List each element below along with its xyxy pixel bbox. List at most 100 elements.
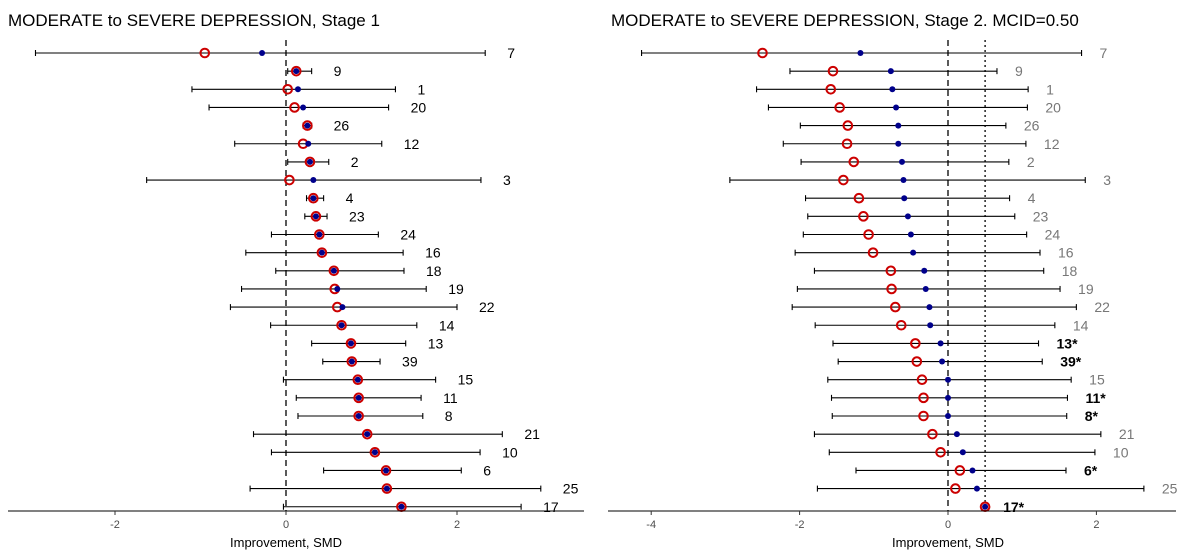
study-label: 22 (1094, 299, 1110, 315)
mean-marker (885, 265, 897, 277)
mean-marker (838, 174, 849, 186)
mean-marker (380, 465, 392, 476)
mean-marker (935, 447, 946, 458)
study-row: 21 (252, 426, 540, 442)
study-row: 18 (275, 263, 442, 279)
study-label: 16 (425, 245, 441, 261)
mean-marker (950, 483, 961, 494)
study-row: 26 (302, 118, 350, 134)
study-row: 2 (287, 154, 359, 170)
study-label: 39 (402, 354, 418, 370)
mean-marker (310, 211, 322, 222)
study-label: 8* (1085, 408, 1099, 424)
point-marker (383, 485, 390, 492)
study-row: 23 (304, 208, 365, 224)
study-row: 3 (729, 172, 1111, 188)
study-row: 17 (282, 499, 559, 515)
mean-marker (284, 174, 295, 186)
study-label: 26 (334, 118, 350, 134)
study-label: 11 (443, 390, 458, 406)
mean-marker (369, 447, 381, 458)
study-label: 20 (1045, 99, 1061, 115)
point-marker (318, 249, 325, 256)
point-marker (973, 485, 980, 492)
mean-marker (328, 265, 340, 277)
point-marker (893, 104, 900, 111)
study-row: 8* (831, 408, 1099, 424)
point-marker (907, 231, 914, 238)
study-row: 17* (979, 499, 1025, 515)
mean-marker (353, 410, 364, 422)
point-marker (364, 431, 371, 438)
study-label: 12 (1044, 136, 1060, 152)
mean-marker (381, 483, 393, 494)
point-marker (898, 158, 905, 165)
mean-marker (842, 120, 854, 131)
study-row: 12 (234, 136, 420, 152)
mean-marker (282, 84, 294, 95)
study-row: 8 (297, 408, 453, 424)
mean-marker (910, 338, 921, 349)
study-row: 4 (804, 190, 1036, 206)
study-row: 11* (830, 390, 1106, 406)
mean-marker (848, 156, 860, 168)
mean-marker (834, 102, 845, 113)
mean-marker (361, 428, 373, 440)
mean-marker (841, 138, 853, 150)
study-label: 13* (1057, 335, 1079, 351)
mean-marker (304, 156, 316, 168)
point-marker (355, 413, 362, 419)
study-label: 8 (445, 408, 453, 424)
study-label: 24 (400, 227, 416, 243)
study-label: 3 (1103, 172, 1111, 188)
mean-marker (927, 428, 938, 440)
study-row: 25 (816, 481, 1178, 497)
study-label: 21 (524, 426, 540, 442)
mean-marker (290, 65, 302, 77)
study-label: 20 (411, 99, 427, 115)
mean-marker (827, 65, 839, 77)
study-row: 19 (240, 281, 464, 297)
mean-marker (757, 47, 768, 59)
mean-marker (352, 374, 364, 386)
study-label: 23 (349, 208, 365, 224)
point-marker (945, 394, 951, 401)
point-marker (904, 213, 911, 220)
point-marker (969, 467, 976, 474)
point-marker (895, 122, 902, 129)
study-label: 3 (503, 172, 511, 188)
study-label: 25 (563, 481, 579, 497)
study-label: 7 (1100, 45, 1108, 61)
point-marker (348, 358, 355, 365)
study-label: 6 (483, 462, 491, 478)
mean-marker (316, 247, 328, 258)
study-row: 20 (767, 99, 1061, 115)
study-row: 18 (813, 263, 1078, 279)
point-marker (953, 431, 960, 438)
study-label: 1 (1046, 81, 1054, 97)
mean-marker (867, 247, 879, 258)
mean-marker (890, 301, 901, 313)
mean-marker (345, 338, 357, 349)
study-label: 10 (502, 444, 518, 460)
point-marker (889, 86, 896, 93)
study-label: 16 (1058, 245, 1074, 261)
study-row: 9 (789, 63, 1023, 79)
mean-marker (858, 211, 869, 222)
study-label: 39* (1060, 354, 1082, 370)
point-marker (939, 358, 946, 365)
mean-marker (918, 410, 929, 422)
study-label: 25 (1162, 481, 1178, 497)
mean-marker (302, 120, 313, 131)
study-label: 24 (1045, 227, 1061, 243)
point-marker (339, 304, 346, 311)
study-row: 6 (323, 462, 491, 478)
study-row: 3 (146, 172, 511, 188)
x-tick-label: -2 (110, 519, 120, 531)
study-label: 7 (507, 45, 515, 61)
study-label: 22 (479, 299, 495, 315)
point-marker (922, 285, 929, 292)
point-marker (895, 140, 902, 147)
mean-marker (825, 84, 837, 95)
point-marker (900, 177, 907, 184)
